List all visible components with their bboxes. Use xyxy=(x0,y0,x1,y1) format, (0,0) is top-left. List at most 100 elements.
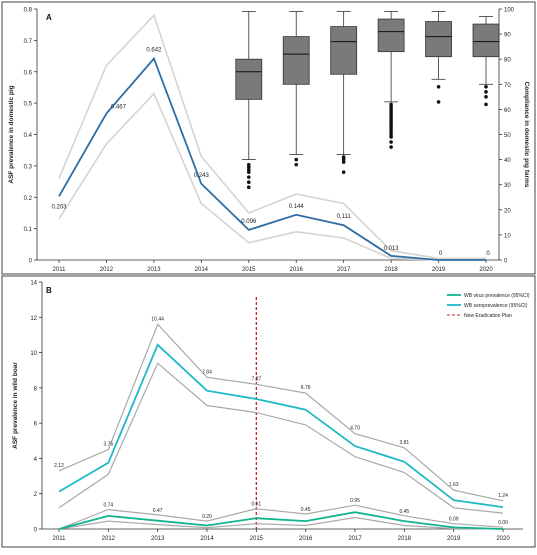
legend-plan-label: New Eradication Plan xyxy=(464,313,512,319)
box-outlier xyxy=(484,95,488,99)
box-outlier xyxy=(246,175,251,179)
sero-data-label: 7.84 xyxy=(202,369,212,375)
seroprevalence-line xyxy=(58,343,504,508)
box-outlier xyxy=(389,140,393,144)
x-tick-label: 2018 xyxy=(384,267,398,273)
x-tick-label: 2013 xyxy=(151,536,165,542)
data-label: 0 xyxy=(486,251,490,257)
y-right-tick-label: 50 xyxy=(504,133,511,139)
y-tick-label: 4 xyxy=(34,457,38,463)
sero-ci-upper-line xyxy=(58,323,504,502)
box-outlier xyxy=(389,127,393,132)
y-right-tick-label: 90 xyxy=(504,33,511,39)
panel-label: A xyxy=(46,13,52,22)
box-outlier xyxy=(484,102,488,107)
box-outlier xyxy=(484,90,488,94)
box-outlier xyxy=(246,180,251,184)
box-iqr xyxy=(472,23,500,58)
y-tick-label: 14 xyxy=(30,281,37,287)
data-label: 0.203 xyxy=(51,204,67,210)
prevalence-line xyxy=(58,56,486,261)
box-outlier xyxy=(389,102,393,107)
y-right-tick-label: 20 xyxy=(504,208,511,214)
x-tick-label: 2020 xyxy=(479,267,493,273)
x-tick-label: 2011 xyxy=(53,267,67,273)
box-outlier xyxy=(294,162,299,167)
y-tick-label: 8 xyxy=(34,386,38,392)
box-outlier xyxy=(389,115,393,119)
virus-data-label: 0.20 xyxy=(202,514,212,520)
data-label: 0.013 xyxy=(384,246,400,252)
y-right-tick-label: 30 xyxy=(504,183,511,189)
box-outlier xyxy=(389,107,393,112)
sero-data-label: 7.37 xyxy=(251,376,261,382)
data-label: 0 xyxy=(439,251,443,257)
y-tick-label: 6 xyxy=(34,422,38,428)
boxplot-2017 xyxy=(330,11,358,174)
virus-data-label: 0.47 xyxy=(153,508,163,514)
y-right-tick-label: 40 xyxy=(504,158,511,164)
box-outlier xyxy=(389,145,393,149)
y-tick-label: 0.5 xyxy=(24,102,33,108)
x-tick-label: 2013 xyxy=(147,267,161,273)
box-outlier xyxy=(436,100,441,104)
x-tick-label: 2015 xyxy=(250,536,264,542)
x-tick-label: 2012 xyxy=(100,267,114,273)
box-outlier xyxy=(246,185,251,190)
box-outlier xyxy=(389,110,393,114)
y-tick-label: 0 xyxy=(34,528,38,534)
x-tick-label: 2014 xyxy=(200,536,214,542)
x-tick-label: 2016 xyxy=(290,267,304,273)
box-iqr xyxy=(282,36,310,85)
virus-data-label: 0.95 xyxy=(350,498,360,504)
box-outlier xyxy=(484,85,488,89)
box-iqr xyxy=(425,21,452,58)
virus-ci-upper-line xyxy=(58,504,504,530)
virus-data-label: 0.61 xyxy=(251,502,261,508)
panel-a-frame xyxy=(1,1,536,275)
virus-data-label: 0.74 xyxy=(103,503,113,509)
sero-data-label: 10.44 xyxy=(151,316,164,322)
box-outlier xyxy=(389,120,393,124)
x-tick-label: 2012 xyxy=(102,536,116,542)
x-tick-label: 2019 xyxy=(447,536,461,542)
box-outlier xyxy=(294,157,299,162)
box-outlier xyxy=(246,167,251,172)
boxplot-2016 xyxy=(282,11,310,167)
panel-b: 0 2 4 6 8 10 12 14 2011 2012 2013 2014 2015 2016 2017 2… xyxy=(1,275,536,548)
sero-data-label: 2.12 xyxy=(54,463,64,469)
y-right-tick-label: 0 xyxy=(504,259,508,265)
data-label: 0.096 xyxy=(241,219,257,225)
box-outlier xyxy=(389,112,393,117)
y-tick-label: 0.3 xyxy=(24,164,33,170)
box-iqr xyxy=(235,58,263,100)
box-outlier xyxy=(246,170,251,174)
legend-sero-label: WB seroprevalence (95%CI) xyxy=(464,303,528,309)
y-right-tick-label: 60 xyxy=(504,108,511,114)
x-tick-label: 2020 xyxy=(496,536,510,542)
sero-data-label: 3.81 xyxy=(399,440,409,446)
data-label: 0.642 xyxy=(146,48,162,54)
virus-data-label: 0.09 xyxy=(449,517,459,523)
virus-ci-lower-line xyxy=(58,516,504,530)
y-axis-label: ASF prevalence in wild boar xyxy=(12,362,19,449)
y-right-tick-label: 100 xyxy=(504,8,515,14)
y-tick-label: 10 xyxy=(30,351,37,357)
box-outlier xyxy=(389,125,393,129)
panel-b-frame xyxy=(1,275,536,548)
x-tick-label: 2018 xyxy=(398,536,412,542)
y-right-tick-label: 10 xyxy=(504,233,511,239)
virus-data-label: 0.45 xyxy=(399,509,409,515)
y-axis-label-right: Compliance in domestic pig farms xyxy=(523,82,530,188)
box-outlier xyxy=(246,162,251,167)
x-tick-label: 2016 xyxy=(299,536,313,542)
virus-data-label: 0.45 xyxy=(301,507,311,513)
box-outlier xyxy=(389,105,393,109)
boxplot-2019 xyxy=(425,11,452,104)
y-tick-label: 0.7 xyxy=(24,39,33,45)
virus-prevalence-line xyxy=(58,511,504,530)
y-tick-label: 0.6 xyxy=(24,70,33,76)
y-tick-label: 0 xyxy=(29,259,33,265)
